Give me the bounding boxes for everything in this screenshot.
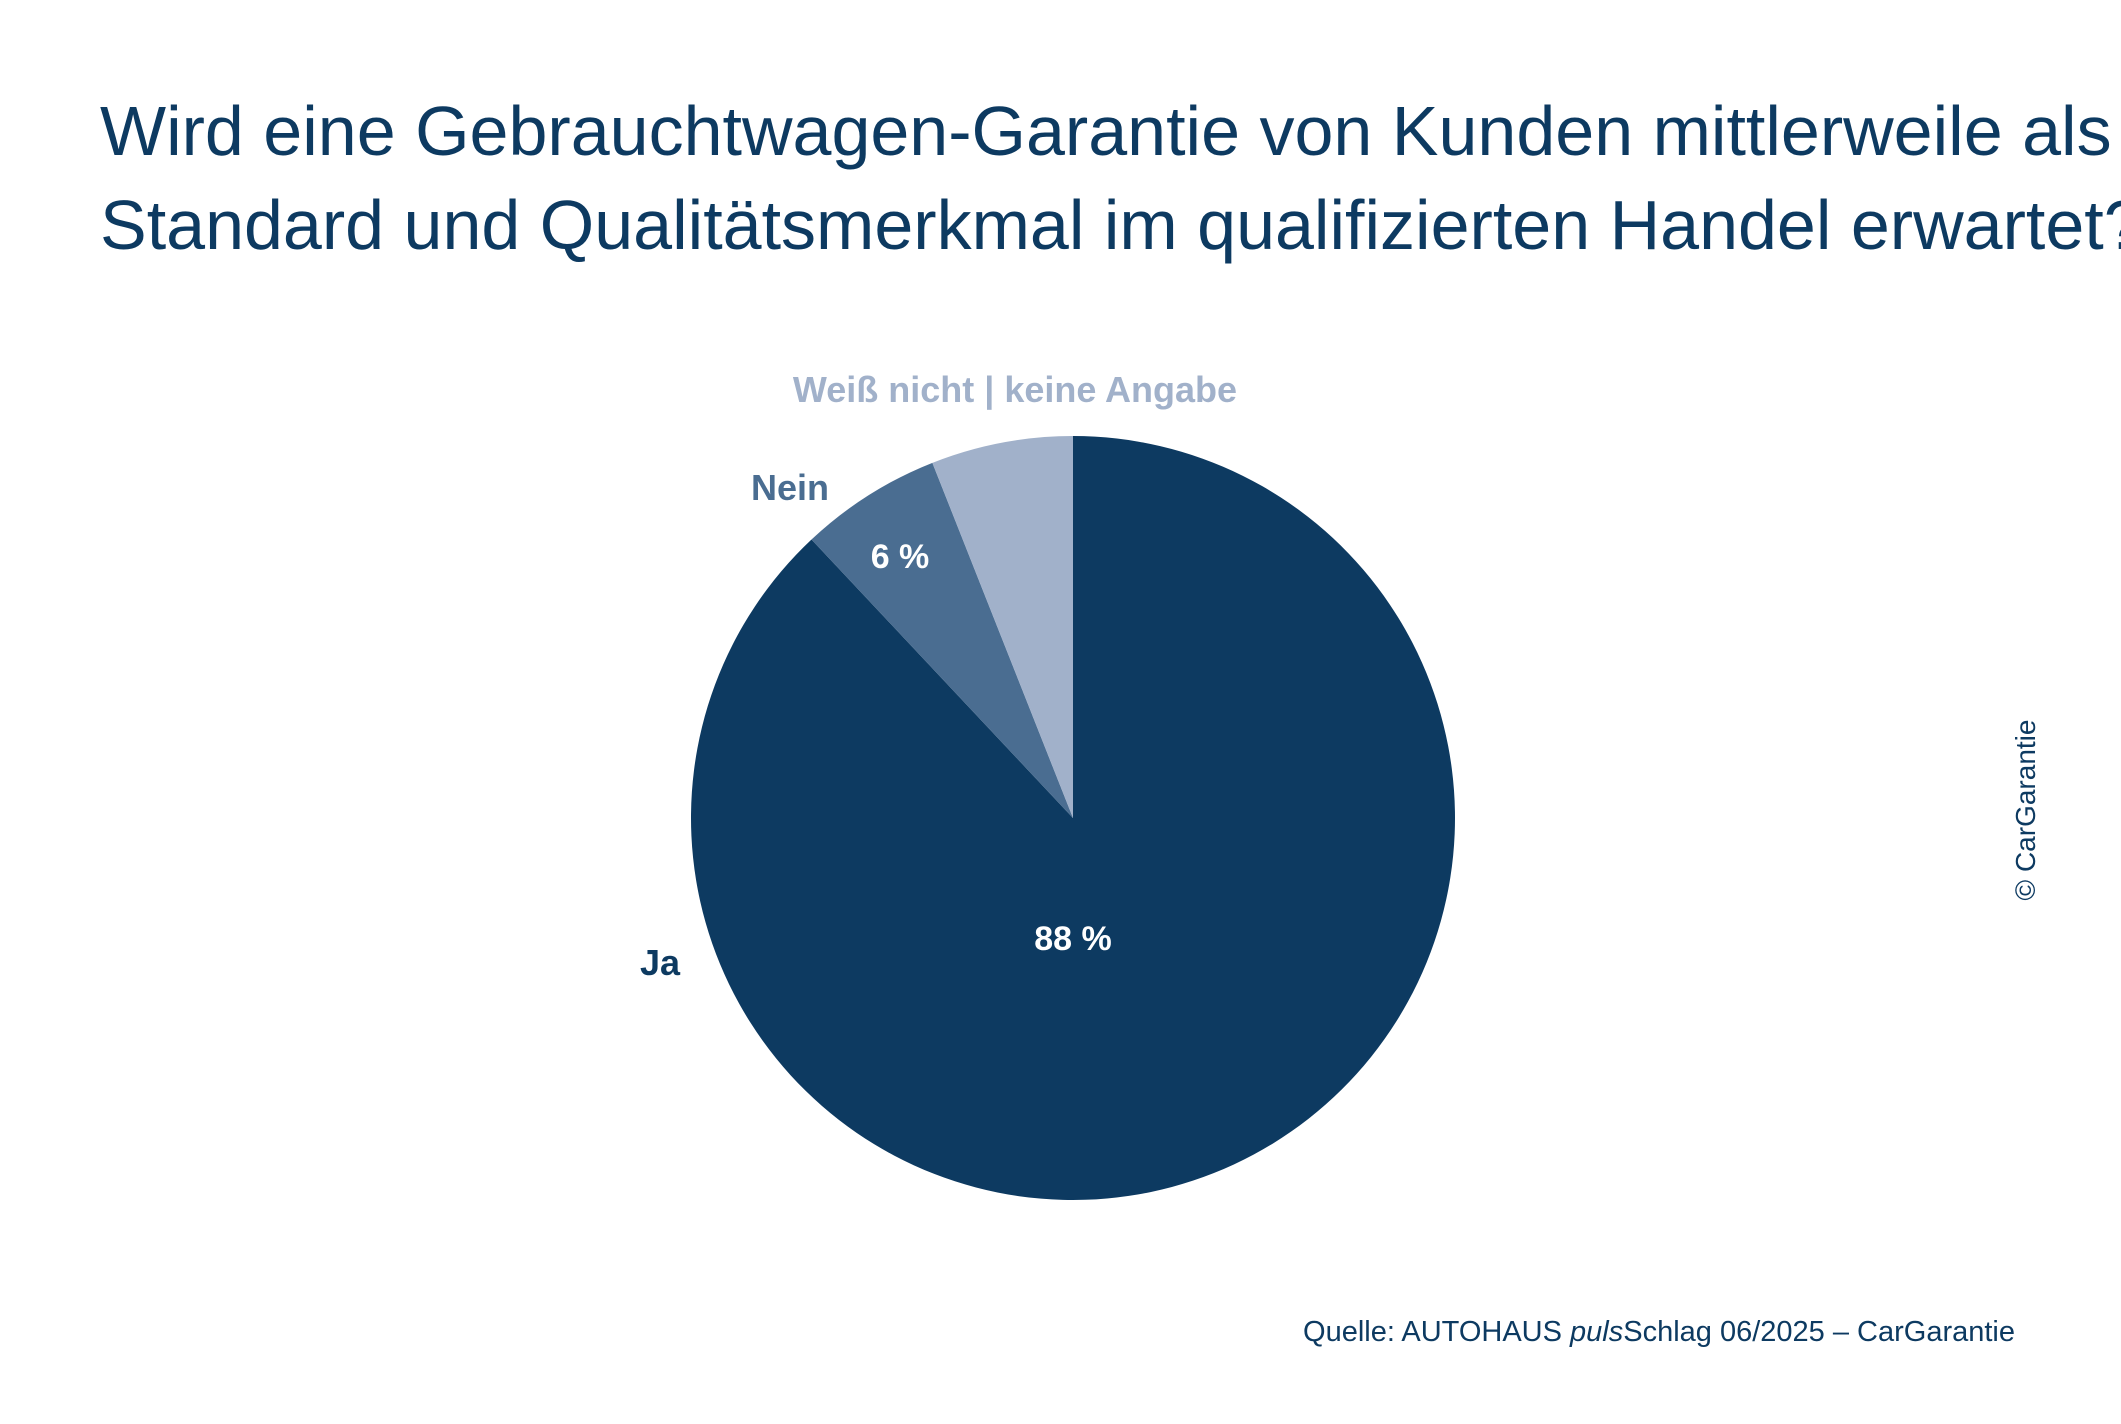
value-label-nein: 6 % — [871, 538, 930, 576]
source-italic: puls — [1570, 1316, 1624, 1348]
category-label-wei-nicht-keine-angabe: Weiß nicht | keine Angabe — [793, 369, 1237, 411]
value-label-ja: 88 % — [1034, 920, 1112, 958]
pie-slices — [691, 436, 1456, 1200]
pie-slice-nein — [811, 462, 1073, 818]
source-prefix: Quelle: AUTOHAUS — [1303, 1316, 1571, 1348]
category-label-nein: Nein — [751, 467, 829, 508]
chart-title: Wird eine Gebrauchtwagen-Garantie von Ku… — [100, 84, 2121, 272]
category-label-ja: Ja — [640, 942, 681, 983]
chart-title-line-1: Wird eine Gebrauchtwagen-Garantie von Ku… — [100, 92, 2112, 170]
source-suffix: Schlag 06/2025 – CarGarantie — [1623, 1316, 2015, 1348]
pie-labels: Ja Nein Weiß nicht | keine Angabe 88 % 6 % — [640, 369, 1237, 983]
copyright-label: © CarGarantie — [2010, 719, 2041, 901]
chart-title-line-2: Standard und Qualitätsmerkmal im qualifi… — [100, 186, 2121, 264]
source-note: Quelle: AUTOHAUS pulsSchlag 06/2025 – Ca… — [1303, 1316, 2015, 1349]
pie-slice-wei-nicht-keine-angabe — [932, 436, 1073, 818]
